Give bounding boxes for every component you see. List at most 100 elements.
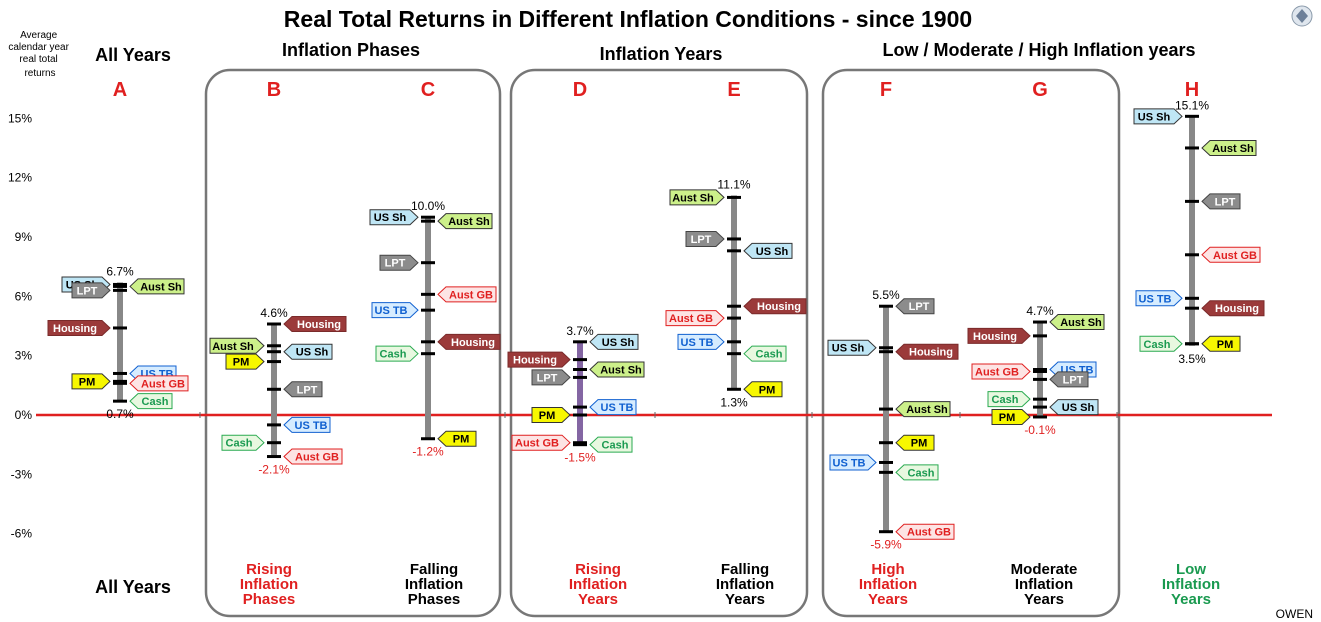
asset-label-lpt: LPT (1215, 196, 1236, 208)
asset-label-aust-gb: Aust GB (907, 527, 951, 539)
min-label: -2.1% (258, 463, 290, 477)
asset-marker-aust-gb (1201, 246, 1261, 263)
column-letter: B (267, 79, 281, 101)
asset-label-housing: Housing (513, 355, 557, 367)
asset-marker-aust-sh (437, 213, 493, 230)
asset-label-us-sh: US Sh (296, 347, 329, 359)
asset-marker-aust-gb (283, 448, 343, 465)
asset-marker-us-tb (829, 454, 877, 471)
asset-label-lpt: LPT (537, 372, 558, 384)
bottom-label: Rising Inflation Phases (240, 561, 298, 608)
group-header: Inflation Years (600, 44, 723, 64)
asset-marker-us-sh (369, 209, 419, 226)
y-tick-label: 0% (15, 408, 33, 422)
asset-label-cash: Cash (756, 349, 783, 361)
asset-marker-us-sh (589, 333, 639, 350)
source-label: OWEN (1276, 607, 1313, 621)
min-label: -1.5% (564, 451, 596, 465)
asset-marker-pm (895, 434, 935, 451)
max-label: 15.1% (1175, 98, 1209, 112)
group-header: Low / Moderate / High Inflation years (882, 40, 1195, 60)
asset-label-aust-sh: Aust Sh (140, 281, 182, 293)
asset-marker-aust-gb (129, 375, 189, 392)
asset-marker-lpt (283, 381, 323, 398)
asset-label-cash: Cash (226, 438, 253, 450)
min-label: 3.5% (1178, 352, 1206, 366)
asset-label-aust-sh: Aust Sh (448, 216, 490, 228)
asset-label-cash: Cash (908, 467, 935, 479)
asset-marker-us-sh (1133, 108, 1183, 125)
asset-label-lpt: LPT (77, 285, 98, 297)
min-label: 1.3% (720, 395, 748, 409)
asset-marker-housing (743, 298, 807, 315)
asset-marker-lpt (379, 254, 419, 271)
asset-marker-us-tb (371, 302, 419, 319)
asset-label-aust-sh: Aust Sh (1060, 317, 1102, 329)
asset-label-us-sh: US Sh (1138, 111, 1171, 123)
asset-marker-pm (225, 353, 265, 370)
asset-marker-pm (1201, 335, 1241, 352)
asset-marker-housing (507, 351, 571, 368)
max-label: 4.7% (1026, 304, 1054, 318)
bottom-label: Falling Inflation Years (716, 561, 774, 608)
asset-label-lpt: LPT (691, 234, 712, 246)
asset-label-housing: Housing (53, 323, 97, 335)
asset-label-us-tb: US TB (295, 420, 328, 432)
asset-label-aust-sh: Aust Sh (1212, 143, 1254, 155)
asset-marker-aust-sh (1201, 139, 1257, 156)
asset-marker-housing (47, 319, 111, 336)
bottom-label: Rising Inflation Years (569, 561, 627, 608)
y-tick-label: -3% (11, 467, 33, 481)
asset-marker-pm (71, 373, 111, 390)
asset-label-aust-gb: Aust GB (141, 378, 185, 390)
asset-marker-lpt (531, 369, 571, 386)
asset-marker-aust-sh (669, 189, 725, 206)
max-label: 11.1% (717, 177, 750, 191)
asset-marker-cash (375, 345, 419, 362)
column-letter: E (727, 79, 740, 101)
asset-marker-aust-gb (971, 363, 1031, 380)
asset-label-pm: PM (453, 434, 470, 446)
asset-label-us-sh: US Sh (1062, 402, 1095, 414)
asset-marker-us-tb (283, 416, 331, 433)
asset-label-cash: Cash (380, 349, 407, 361)
asset-label-cash: Cash (142, 396, 169, 408)
asset-marker-housing (437, 333, 501, 350)
max-label: 6.7% (106, 264, 134, 278)
logo (1291, 5, 1313, 27)
column-letter: A (113, 79, 127, 101)
asset-label-pm: PM (1217, 339, 1234, 351)
max-label: 5.5% (872, 288, 900, 302)
range-bar (883, 306, 889, 532)
range-bar (1189, 116, 1195, 346)
asset-label-us-sh: US Sh (832, 343, 865, 355)
asset-marker-housing (967, 327, 1031, 344)
asset-label-cash: Cash (1144, 339, 1171, 351)
asset-label-us-sh: US Sh (756, 246, 789, 258)
asset-label-us-tb: US TB (375, 305, 408, 317)
bottom-label: Moderate Inflation Years (1011, 561, 1078, 608)
asset-label-aust-gb: Aust GB (515, 438, 559, 450)
min-label: -5.9% (870, 538, 902, 552)
asset-marker-housing (1201, 300, 1265, 317)
min-label: 0.7% (106, 407, 134, 421)
asset-label-aust-gb: Aust GB (669, 313, 713, 325)
asset-label-us-tb: US TB (601, 402, 634, 414)
asset-marker-pm (531, 407, 571, 423)
min-label: -1.2% (412, 445, 444, 459)
asset-marker-cash (129, 393, 173, 410)
chart-title: Real Total Returns in Different Inflatio… (284, 6, 972, 32)
asset-label-us-tb: US TB (681, 337, 714, 349)
asset-marker-lpt (1201, 193, 1241, 210)
asset-marker-us-tb (589, 399, 637, 416)
asset-marker-aust-sh (895, 401, 951, 418)
asset-label-lpt: LPT (385, 258, 406, 270)
range-bar (731, 195, 737, 390)
min-label: -0.1% (1024, 423, 1056, 437)
range-bar (117, 282, 123, 402)
asset-label-aust-sh: Aust Sh (212, 341, 254, 353)
asset-marker-housing (283, 316, 347, 333)
bottom-label: Low Inflation Years (1162, 561, 1220, 608)
asset-label-housing: Housing (909, 347, 953, 359)
asset-label-lpt: LPT (1063, 374, 1084, 386)
